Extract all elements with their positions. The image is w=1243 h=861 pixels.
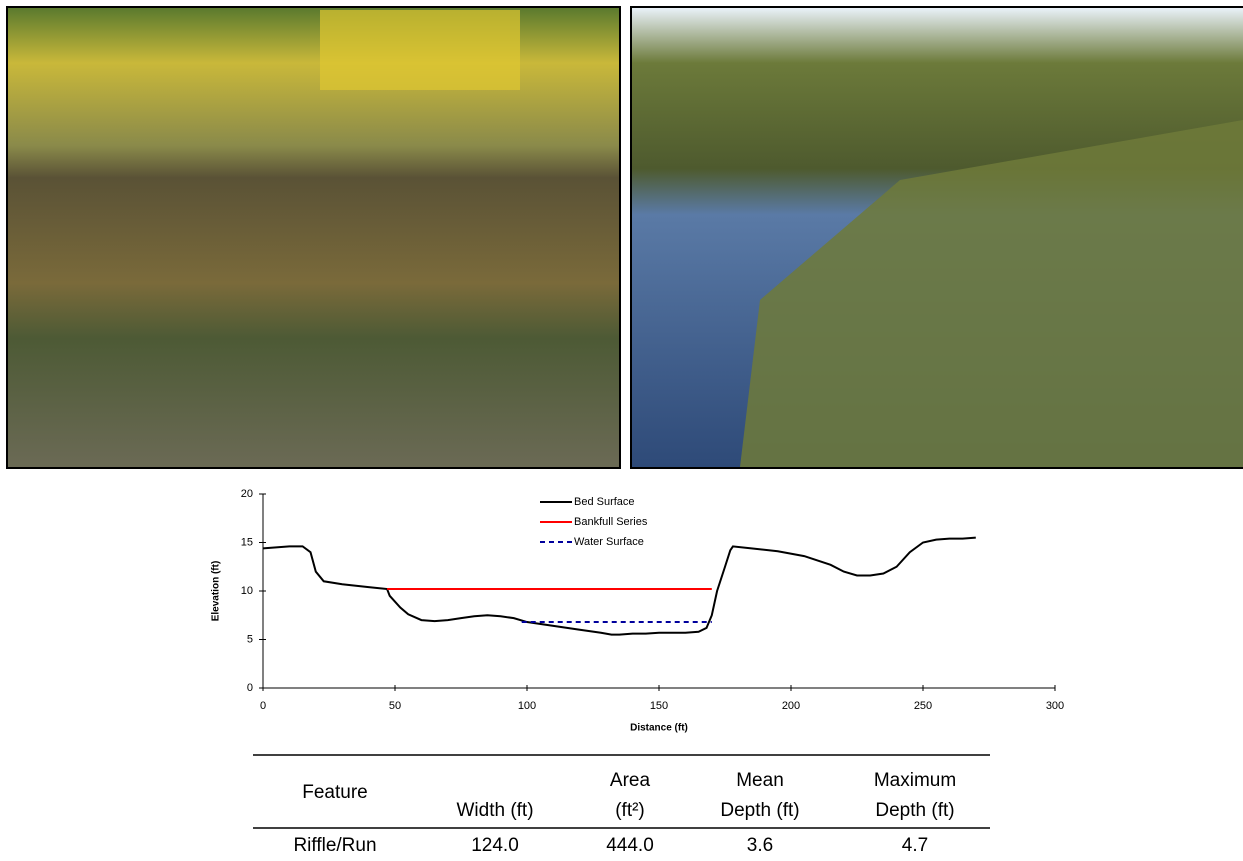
table-cell: 124.0 xyxy=(471,835,519,856)
y-tick-label: 20 xyxy=(241,488,253,500)
table-header: (ft²) xyxy=(615,800,645,821)
series-line xyxy=(263,538,976,635)
chart: 0 50 100 150 200 250 300 0 5 10 15 20 Distance (ft) E… xyxy=(211,488,1065,734)
table-header: Area xyxy=(610,770,651,791)
x-tick-label: 50 xyxy=(389,700,401,712)
legend-label: Bed Surface xyxy=(574,496,635,508)
x-tick-label: 100 xyxy=(518,700,536,712)
x-tick-label: 250 xyxy=(914,700,932,712)
x-tick-label: 200 xyxy=(782,700,800,712)
table-header: Maximum xyxy=(874,770,956,791)
legend-label: Bankfull Series xyxy=(574,516,648,528)
table-cell: 444.0 xyxy=(606,835,654,856)
photo-foliage xyxy=(320,10,520,90)
table-header: Depth (ft) xyxy=(720,800,799,821)
page: 0 50 100 150 200 250 300 0 5 10 15 20 Distance (ft) E… xyxy=(0,0,1243,861)
y-tick-label: 0 xyxy=(247,682,253,694)
table-header: Depth (ft) xyxy=(875,800,954,821)
x-axis-label: Distance (ft) xyxy=(630,723,688,734)
y-tick-label: 5 xyxy=(247,633,253,645)
legend-label: Water Surface xyxy=(574,536,644,548)
x-tick-label: 300 xyxy=(1046,700,1064,712)
y-tick-label: 10 xyxy=(241,585,253,597)
table-cell: 4.7 xyxy=(902,835,928,856)
table-header: Mean xyxy=(736,770,784,791)
photo-river-left xyxy=(8,8,619,467)
x-tick-label: 0 xyxy=(260,700,266,712)
x-tick-label: 150 xyxy=(650,700,668,712)
table: Feature Width (ft) Area (ft²) Mean Depth (ft)… xyxy=(253,755,990,856)
table-cell: 3.6 xyxy=(747,835,773,856)
document: 0 50 100 150 200 250 300 0 5 10 15 20 Distance (ft) E… xyxy=(0,0,1243,861)
table-header: Width (ft) xyxy=(456,800,533,821)
y-axis-label: Elevation (ft) xyxy=(211,561,222,622)
y-tick-label: 15 xyxy=(241,536,253,548)
table-cell: Riffle/Run xyxy=(293,835,376,856)
table-header: Feature xyxy=(302,782,367,803)
